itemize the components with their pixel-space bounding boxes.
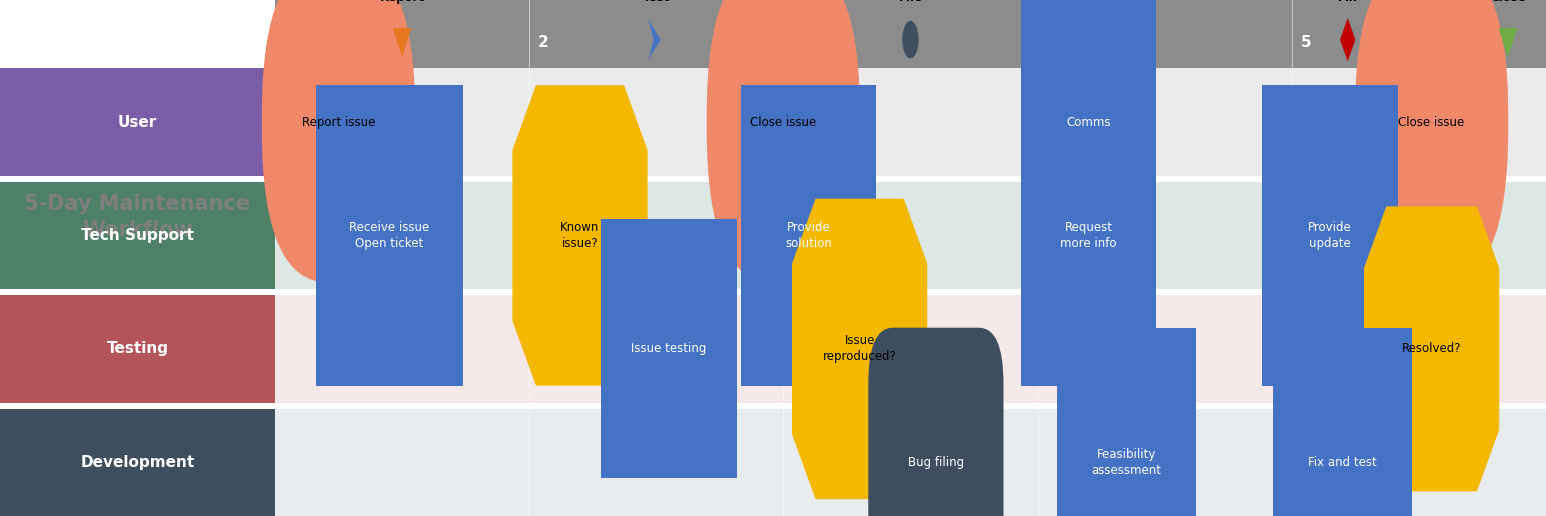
FancyBboxPatch shape: [275, 409, 1546, 516]
Text: File: File: [898, 0, 923, 4]
FancyBboxPatch shape: [1056, 328, 1197, 516]
Text: Feasibility
assessment: Feasibility assessment: [1091, 448, 1161, 477]
FancyBboxPatch shape: [707, 0, 860, 283]
Text: Day 1: Day 1: [284, 35, 332, 50]
FancyBboxPatch shape: [1354, 0, 1509, 283]
Text: 5-Day Maintenance
Workflow: 5-Day Maintenance Workflow: [25, 194, 250, 240]
Text: Development: Development: [80, 455, 195, 470]
Text: Known
issue?: Known issue?: [560, 221, 600, 250]
Text: User: User: [117, 115, 158, 130]
Text: Close issue: Close issue: [750, 116, 816, 128]
FancyBboxPatch shape: [275, 69, 1546, 175]
FancyBboxPatch shape: [0, 182, 275, 289]
FancyBboxPatch shape: [1263, 85, 1398, 385]
Polygon shape: [1340, 18, 1356, 61]
Text: Fix and test: Fix and test: [1308, 456, 1377, 469]
Polygon shape: [649, 20, 660, 59]
Text: Bug filing: Bug filing: [908, 456, 965, 469]
Text: Close issue: Close issue: [1399, 116, 1464, 128]
FancyBboxPatch shape: [275, 0, 1546, 69]
Text: Issue
reproduced?: Issue reproduced?: [822, 334, 897, 363]
Text: Fix: Fix: [1337, 0, 1357, 4]
FancyBboxPatch shape: [601, 219, 736, 478]
Text: Provide
solution: Provide solution: [785, 221, 832, 250]
Text: Request
more info: Request more info: [1061, 221, 1116, 250]
FancyBboxPatch shape: [261, 0, 416, 283]
Polygon shape: [393, 28, 411, 57]
Text: 5: 5: [1300, 35, 1311, 50]
Text: Close: Close: [1490, 0, 1526, 4]
Text: Provide
update: Provide update: [1308, 221, 1351, 250]
FancyBboxPatch shape: [1020, 85, 1156, 385]
Text: 2: 2: [538, 35, 549, 50]
Text: Issue testing: Issue testing: [631, 343, 707, 356]
Text: 3: 3: [793, 35, 802, 50]
FancyBboxPatch shape: [0, 69, 275, 175]
FancyBboxPatch shape: [315, 85, 462, 385]
Text: Receive issue
Open ticket: Receive issue Open ticket: [349, 221, 430, 250]
Circle shape: [903, 21, 918, 58]
FancyBboxPatch shape: [275, 182, 1546, 289]
Polygon shape: [1364, 206, 1500, 491]
FancyBboxPatch shape: [1020, 0, 1156, 251]
FancyBboxPatch shape: [0, 295, 275, 402]
Text: Tech Support: Tech Support: [80, 228, 193, 243]
Text: Test: Test: [643, 0, 669, 4]
Text: Comms: Comms: [1067, 116, 1110, 128]
Text: Report issue: Report issue: [301, 116, 376, 128]
FancyBboxPatch shape: [1272, 328, 1413, 516]
FancyBboxPatch shape: [275, 295, 1546, 402]
FancyBboxPatch shape: [869, 328, 1003, 516]
FancyBboxPatch shape: [741, 85, 877, 385]
Text: 4: 4: [1047, 35, 1057, 50]
Polygon shape: [512, 85, 648, 385]
Polygon shape: [1498, 28, 1517, 57]
FancyBboxPatch shape: [0, 409, 275, 516]
Polygon shape: [792, 199, 928, 499]
Text: Resolved?: Resolved?: [1402, 343, 1461, 356]
Text: Testing: Testing: [107, 342, 169, 357]
Text: Report: Report: [380, 0, 425, 4]
